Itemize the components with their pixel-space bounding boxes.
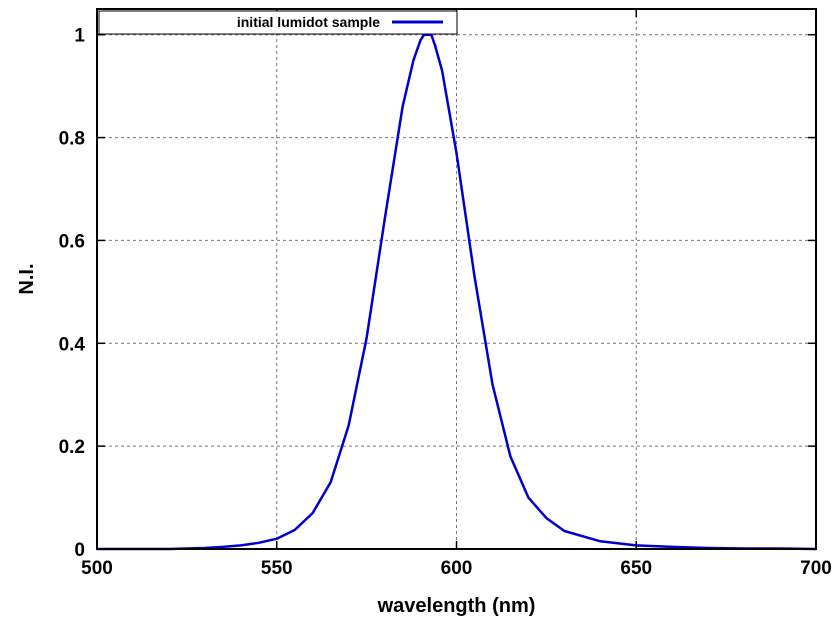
x-tick-label: 650	[620, 558, 652, 579]
x-axis-label: wavelength (nm)	[377, 595, 536, 617]
legend-box	[98, 10, 458, 35]
series-line	[97, 33, 817, 551]
y-axis-label: N.I.	[16, 263, 38, 294]
legend-entry-label: initial lumidot sample	[237, 14, 380, 30]
y-tick-label: 0.2	[59, 437, 85, 458]
ticks: 500 550 600 650 700 0 0.2 0.4 0.6 0.8 1	[59, 9, 832, 579]
y-tick-label: 0.4	[59, 334, 86, 355]
x-tick-label: 550	[261, 558, 293, 579]
x-tick-label: 500	[81, 558, 113, 579]
grid	[97, 9, 816, 549]
y-tick-label: 1	[74, 26, 85, 47]
y-tick-label: 0.8	[59, 129, 85, 150]
y-tick-label: 0	[74, 540, 85, 561]
legend: initial lumidot sample	[98, 10, 458, 35]
x-tick-label: 600	[441, 558, 473, 579]
series-layer	[97, 33, 817, 551]
y-tick-label: 0.6	[59, 231, 85, 252]
x-tick-label: 700	[800, 558, 832, 579]
